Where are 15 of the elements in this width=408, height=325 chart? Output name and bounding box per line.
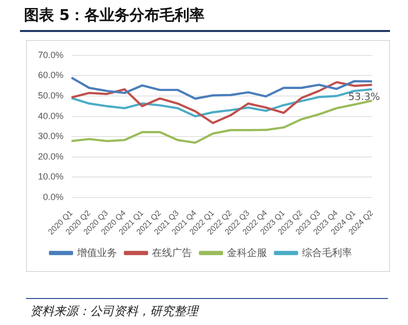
y-tick-label: 0.0% xyxy=(43,192,64,202)
data-label: 53.3% xyxy=(348,92,380,103)
y-tick-label: 40.0% xyxy=(38,110,64,121)
y-tick-label: 30.0% xyxy=(38,131,64,142)
y-tick-label: 50.0% xyxy=(38,90,64,100)
chart-title: 图表 5：各业务分布毛利率 xyxy=(24,6,205,25)
legend-label: 增值业务 xyxy=(76,246,117,259)
y-tick-label: 10.0% xyxy=(38,172,64,182)
y-tick-label: 20.0% xyxy=(38,151,64,162)
legend-label: 在线广告 xyxy=(152,246,192,259)
y-tick-label: 60.0% xyxy=(38,70,64,80)
legend-label: 金科企服 xyxy=(227,246,267,259)
y-tick-label: 70.0% xyxy=(38,50,64,60)
text: 资料来源：公司资料，研究整理 xyxy=(30,303,198,320)
legend-label: 综合毛利率 xyxy=(302,246,352,259)
